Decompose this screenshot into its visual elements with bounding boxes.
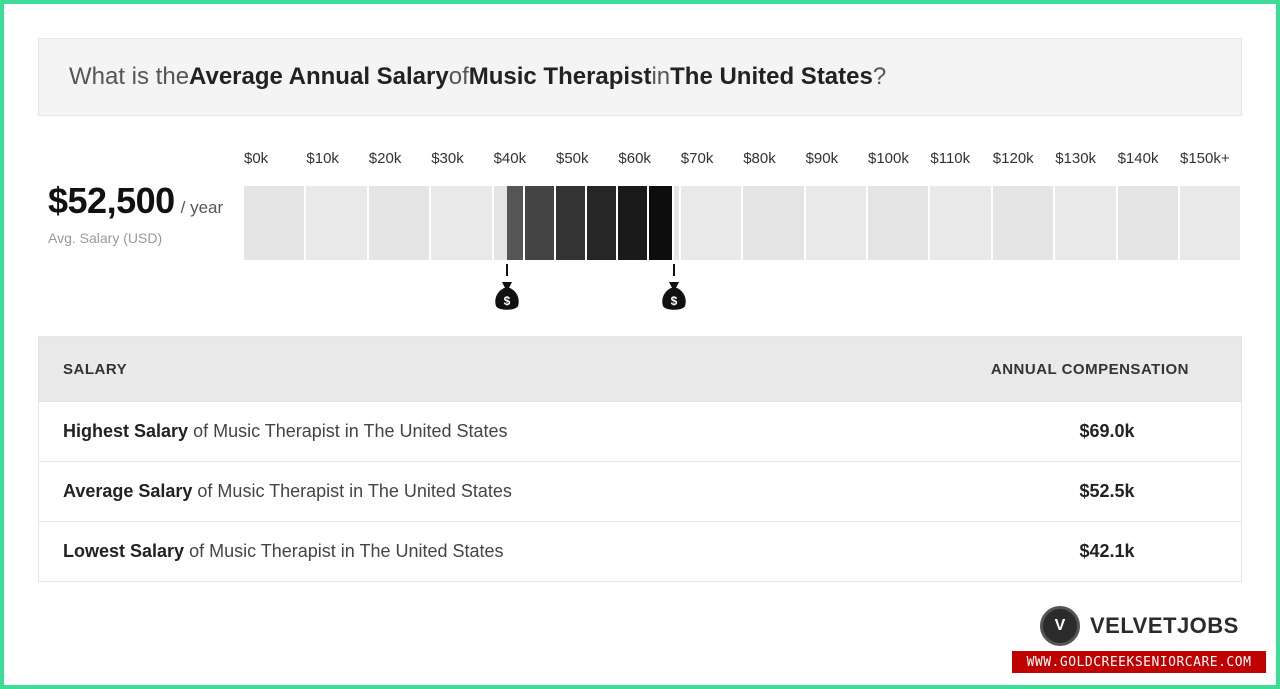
money-bag-icon: $ xyxy=(662,282,687,310)
x-tick-label: $100k xyxy=(868,150,909,167)
table-header: SALARY ANNUAL COMPENSATION xyxy=(39,337,1241,401)
x-tick-label: $30k xyxy=(431,150,464,167)
x-tick-label: $50k xyxy=(556,150,589,167)
watermark-url: WWW.GOLDCREEKSENIORCARE.COM xyxy=(1012,651,1266,673)
track-column xyxy=(680,186,744,260)
salary-table: SALARY ANNUAL COMPENSATION Highest Salar… xyxy=(38,336,1242,582)
row-label: Average Salary of Music Therapist in The… xyxy=(63,481,512,502)
x-tick-label: $10k xyxy=(306,150,339,167)
velvetjobs-logo-text: VELVETJOBS xyxy=(1090,613,1239,638)
salary-range-bar xyxy=(587,186,619,260)
x-tick-label: $70k xyxy=(680,150,714,167)
average-salary-value: $52,500 xyxy=(48,180,175,221)
salary-range-bar xyxy=(649,186,675,260)
track-column xyxy=(1117,186,1180,260)
row-label-rest: of Music Therapist in The United States xyxy=(184,541,504,561)
row-label-rest: of Music Therapist in The United States xyxy=(192,481,512,501)
svg-text:$: $ xyxy=(503,294,510,308)
track-column xyxy=(244,186,307,260)
svg-text:$: $ xyxy=(671,294,678,308)
header-salary: SALARY xyxy=(63,360,128,378)
range-marker-line xyxy=(505,264,508,276)
x-tick-label: $120k xyxy=(992,150,1034,167)
range-marker-line xyxy=(673,264,676,276)
x-tick-label: $40k xyxy=(493,150,527,167)
track-column xyxy=(306,186,369,260)
row-label-bold: Highest Salary xyxy=(63,421,189,441)
velvetjobs-logo-icon: V xyxy=(1040,606,1080,646)
row-label-bold: Lowest Salary xyxy=(63,541,185,561)
table-row-highest: Highest Salary of Music Therapist in The… xyxy=(39,401,1241,461)
table-row-lowest: Lowest Salary of Music Therapist in The … xyxy=(39,521,1241,581)
row-label: Highest Salary of Music Therapist in The… xyxy=(63,421,508,442)
x-tick-label: $140k xyxy=(1117,150,1159,167)
x-tick-label: $20k xyxy=(368,150,402,167)
row-value: $69.0k xyxy=(1079,421,1135,441)
salary-range-bar xyxy=(618,186,650,260)
average-salary-block: $52,500 / year Avg. Salary (USD) xyxy=(48,180,223,246)
track-column xyxy=(992,186,1056,260)
track-column xyxy=(1055,186,1118,260)
average-salary-label: Avg. Salary (USD) xyxy=(48,230,163,246)
x-tick-label: $130k xyxy=(1055,150,1097,167)
track-column xyxy=(743,186,806,260)
question-mid1: of xyxy=(448,63,469,90)
salary-range-chart: $0k $10k $20k $30k $40k $50k $60k $70k $80k $90k $… xyxy=(0,0,1280,330)
track-column xyxy=(805,186,868,260)
track-column xyxy=(368,186,432,260)
salary-range-bar xyxy=(506,186,525,260)
row-label: Lowest Salary of Music Therapist in The … xyxy=(63,541,504,562)
money-bag-icon: $ xyxy=(494,282,519,310)
question-bold-salary: Average Annual Salary xyxy=(189,63,449,90)
question-mid2: in xyxy=(651,63,671,90)
salary-range-bar xyxy=(555,186,588,260)
row-value: $42.1k xyxy=(1079,541,1135,561)
question-bold-job: Music Therapist xyxy=(468,63,652,90)
question-suffix: ? xyxy=(872,63,887,90)
question-header: What is the Average Annual Salary of Mus… xyxy=(38,38,1242,116)
track-column xyxy=(431,186,494,260)
row-label-bold: Average Salary xyxy=(63,481,193,501)
row-label-rest: of Music Therapist in The United States xyxy=(188,421,508,441)
x-tick-label: $0k xyxy=(244,150,269,167)
x-tick-label: $60k xyxy=(618,150,651,167)
table-row-average: Average Salary of Music Therapist in The… xyxy=(39,461,1241,521)
track-column xyxy=(868,186,931,260)
x-tick-label: $150k+ xyxy=(1180,150,1230,167)
x-tick-label: $80k xyxy=(743,150,776,167)
question-prefix: What is the xyxy=(69,63,190,90)
average-salary-unit: / year xyxy=(180,198,224,217)
track-column xyxy=(1180,186,1243,260)
question-bold-location: The United States xyxy=(670,63,873,90)
x-tick-label: $90k xyxy=(805,150,839,167)
row-value: $52.5k xyxy=(1079,481,1135,501)
salary-range-bar xyxy=(524,186,556,260)
velvetjobs-logo[interactable]: V VELVETJOBS xyxy=(1040,606,1239,646)
x-tick-label: $110k xyxy=(930,150,971,167)
track-column xyxy=(930,186,993,260)
header-annual-compensation: ANNUAL COMPENSATION xyxy=(990,360,1189,378)
